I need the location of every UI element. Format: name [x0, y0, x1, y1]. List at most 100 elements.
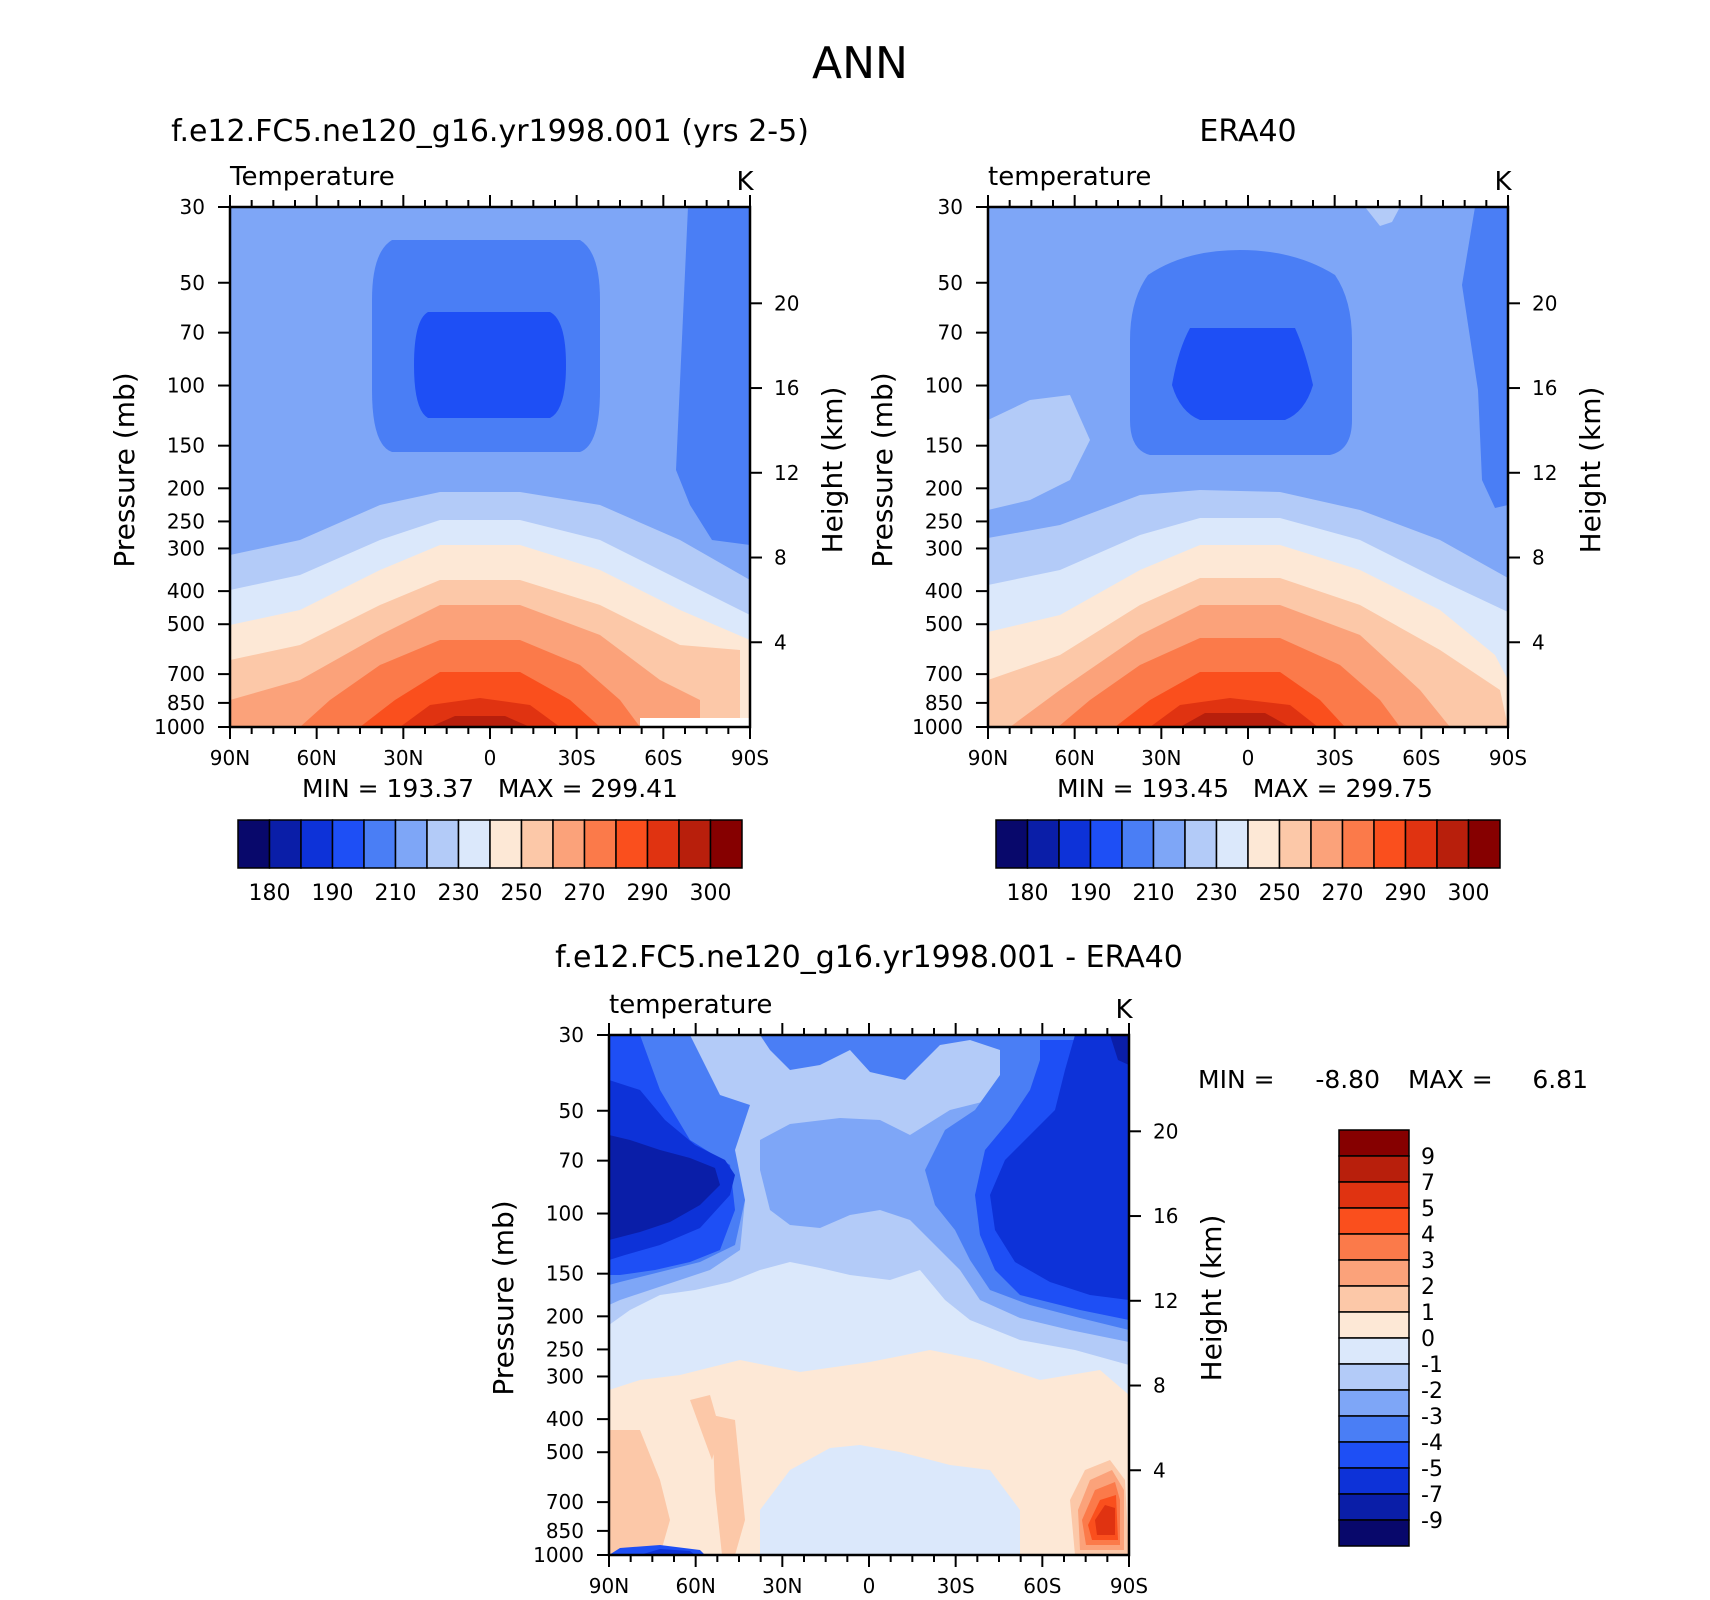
- panel-title: ERA40: [1199, 114, 1296, 149]
- x-tick-label: 30N: [383, 746, 423, 770]
- colorbar-label: 4: [1421, 1223, 1435, 1248]
- y-tick-label: 850: [167, 691, 205, 715]
- colorbar-swatch: [1338, 1389, 1410, 1417]
- height-tick-label: 16: [1153, 1204, 1178, 1228]
- units-label: K: [1494, 167, 1512, 197]
- y2-axis-label: Height (km): [1574, 387, 1607, 554]
- contour-field: [609, 1035, 1129, 1555]
- colorbar-swatch: [300, 819, 334, 869]
- figure-title: ANN: [812, 38, 908, 89]
- y-tick-label: 70: [180, 321, 205, 345]
- colorbar-swatch: [1121, 819, 1155, 869]
- colorbar-swatch: [1278, 819, 1312, 869]
- y-tick-label: 30: [180, 195, 205, 219]
- x-tick-label: 0: [1242, 746, 1255, 770]
- y-tick-label: 150: [546, 1262, 584, 1286]
- colorbar-swatch: [615, 819, 649, 869]
- colorbar-label: 300: [690, 881, 732, 906]
- colorbar-swatch: [520, 819, 554, 869]
- height-axis-ticks: 20 16 12 8 4: [1508, 291, 1557, 654]
- colorbar-swatch: [363, 819, 397, 869]
- colorbar-label: -1: [1421, 1353, 1443, 1378]
- y-tick-label: 50: [180, 271, 205, 295]
- colorbar-swatch: [1338, 1259, 1410, 1287]
- x-tick-label: 90S: [1489, 746, 1527, 770]
- contour-field: [230, 207, 750, 727]
- x-tick-label: 60N: [1054, 746, 1094, 770]
- colorbar-swatch: [678, 819, 712, 869]
- colorbar-swatch: [1338, 1519, 1410, 1547]
- x-tick-label: 90N: [210, 746, 250, 770]
- height-tick-label: 16: [1532, 376, 1557, 400]
- x-tick-label: 0: [484, 746, 497, 770]
- colorbar-label: 0: [1421, 1327, 1435, 1352]
- y-tick-label: 500: [167, 612, 205, 636]
- y-tick-label: 700: [167, 662, 205, 686]
- colorbar-swatch: [268, 819, 302, 869]
- y-tick-label: 1000: [912, 715, 963, 739]
- x-tick-label: 60N: [675, 1574, 715, 1598]
- colorbar-swatch: [1341, 819, 1375, 869]
- colorbar-swatch: [1215, 819, 1249, 869]
- colorbar-swatch: [1338, 1415, 1410, 1443]
- units-label: K: [736, 167, 754, 197]
- colorbar-swatch: [1338, 1493, 1410, 1521]
- y-tick-label: 1000: [533, 1543, 584, 1567]
- colorbar-label: -2: [1421, 1379, 1443, 1404]
- colorbar-swatch: [1089, 819, 1123, 869]
- panel-title: f.e12.FC5.ne120_g16.yr1998.001 - ERA40: [555, 940, 1183, 975]
- colorbar-swatch: [1026, 819, 1060, 869]
- colorbar-swatch: [1467, 819, 1501, 869]
- colorbar-swatch: [394, 819, 428, 869]
- colorbar-swatch: [995, 819, 1029, 869]
- field-label: temperature: [609, 990, 772, 1020]
- colorbar-label: 270: [564, 881, 606, 906]
- min-max-stats: MIN = -8.80 MAX = 6.81: [1198, 1065, 1588, 1094]
- colorbar-swatch: [1373, 819, 1407, 869]
- y-tick-label: 850: [546, 1519, 584, 1543]
- panel-model: f.e12.FC5.ne120_g16.yr1998.001 (yrs 2-5)…: [108, 114, 849, 906]
- height-tick-label: 16: [774, 376, 799, 400]
- max-label: MAX =: [1408, 1065, 1493, 1094]
- x-tick-label: 30S: [1316, 746, 1354, 770]
- x-tick-label: 60S: [1023, 1574, 1061, 1598]
- y-tick-label: 50: [559, 1099, 584, 1123]
- colorbar-label: 290: [1385, 881, 1427, 906]
- colorbar-label: 1: [1421, 1301, 1435, 1326]
- colorbar-swatch: [1404, 819, 1438, 869]
- colorbar: 180 190 210 230 250 270 290 300: [995, 819, 1501, 906]
- colorbar-label: -4: [1421, 1431, 1443, 1456]
- x-tick-label: 30N: [1141, 746, 1181, 770]
- x-tick-label: 30S: [937, 1574, 975, 1598]
- height-tick-label: 20: [1153, 1119, 1178, 1143]
- colorbar-swatch: [1152, 819, 1186, 869]
- x-tick-label: 90N: [968, 746, 1008, 770]
- y-tick-label: 500: [925, 612, 963, 636]
- colorbar-swatch: [1338, 1155, 1410, 1183]
- height-axis-ticks: 20 16 12 8 4: [1129, 1119, 1178, 1482]
- colorbar-label: 5: [1421, 1197, 1435, 1222]
- colorbar-label: 7: [1421, 1171, 1435, 1196]
- y-tick-label: 100: [167, 374, 205, 398]
- colorbar-swatch: [1058, 819, 1092, 869]
- x-tick-label: 60S: [1402, 746, 1440, 770]
- height-tick-label: 4: [1153, 1458, 1166, 1482]
- y-tick-label: 300: [546, 1364, 584, 1388]
- x-tick-label: 30N: [762, 1574, 802, 1598]
- min-max-stats: MIN = 193.37 MAX = 299.41: [302, 774, 678, 803]
- colorbar-swatch: [709, 819, 743, 869]
- x-axis-ticks: 90N 60N 30N 0 30S 60S 90S: [968, 195, 1527, 770]
- height-tick-label: 20: [1532, 291, 1557, 315]
- colorbar-label: 210: [1133, 881, 1175, 906]
- y-tick-label: 300: [925, 536, 963, 560]
- colorbar-swatch: [1247, 819, 1281, 869]
- colorbar-label: 180: [249, 881, 291, 906]
- x-tick-label: 90N: [589, 1574, 629, 1598]
- panel-era40: ERA40 temperature K 30507010015020025030…: [866, 114, 1607, 906]
- y-tick-label: 1000: [154, 715, 205, 739]
- colorbar-label: 9: [1421, 1145, 1435, 1170]
- colorbar-label: 250: [501, 881, 543, 906]
- colorbar-swatch: [1338, 1207, 1410, 1235]
- y-tick-label: 400: [546, 1407, 584, 1431]
